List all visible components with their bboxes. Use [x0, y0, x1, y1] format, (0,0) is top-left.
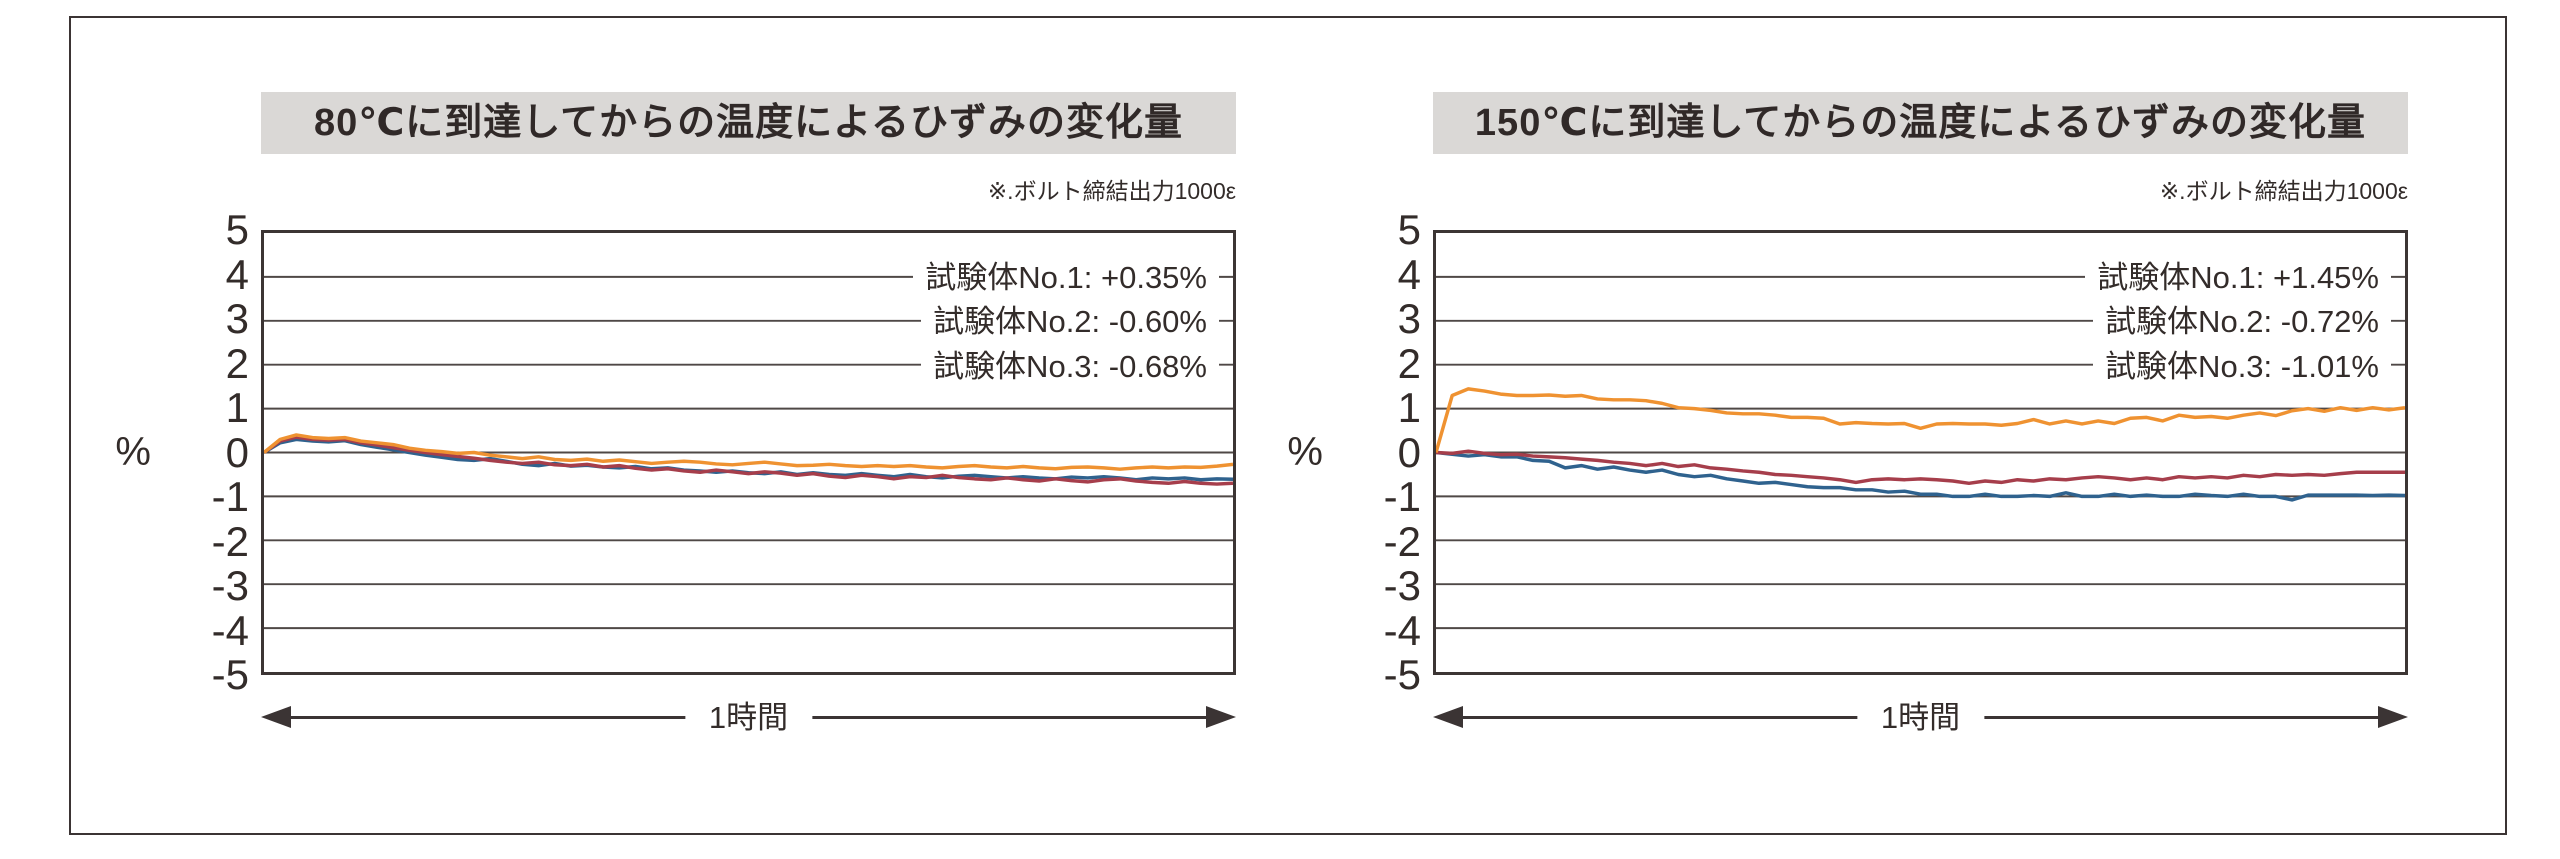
y-tick-label: 2 — [225, 339, 249, 387]
series-line — [264, 435, 1233, 486]
y-tick-label: -2 — [211, 517, 249, 565]
y-axis-unit-label: % — [115, 430, 151, 474]
y-tick-label: 5 — [225, 206, 249, 253]
y-tick-label: -5 — [211, 651, 249, 698]
series-line — [1436, 449, 2405, 486]
gridlines — [1436, 275, 2405, 630]
series-line — [1436, 387, 2405, 453]
y-tick-label: 3 — [225, 295, 249, 342]
chart-title: 150℃に到達してからの温度によるひずみの変化量 — [1433, 92, 2408, 154]
y-tick-label: 1 — [225, 384, 249, 431]
arrow-right-head-icon — [1206, 706, 1236, 728]
series-line — [264, 433, 1233, 471]
x-axis-duration-arrow: 1時間 — [261, 698, 1236, 738]
y-tick-label: 4 — [1397, 250, 1421, 298]
chart-note: ※.ボルト締結出力1000ε — [2159, 178, 2408, 204]
y-tick-label: 4 — [225, 250, 249, 298]
y-axis-tick-labels: 5 4 3 2 1 0 -1 -2 -3 -4 -5 — [129, 206, 249, 698]
y-tick-label: -2 — [1383, 517, 1421, 565]
x-axis-label: 1時間 — [1856, 698, 1985, 738]
y-tick-label: 2 — [1397, 339, 1421, 387]
y-tick-label: -3 — [211, 562, 249, 609]
chart-title: 80℃に到達してからの温度によるひずみの変化量 — [261, 92, 1236, 154]
y-axis-tick-labels: 5 4 3 2 1 0 -1 -2 -3 -4 -5 — [1301, 206, 1421, 698]
y-tick-label: -1 — [1383, 473, 1421, 520]
y-tick-label: -4 — [211, 606, 249, 654]
y-tick-label: -5 — [1383, 651, 1421, 698]
y-tick-label: 0 — [225, 428, 249, 476]
y-tick-label: 3 — [1397, 295, 1421, 342]
y-tick-label: -3 — [1383, 562, 1421, 609]
y-tick-label: -4 — [1383, 606, 1421, 654]
x-axis-duration-arrow: 1時間 — [1433, 698, 2408, 738]
arrow-left-head-icon — [1433, 706, 1463, 728]
arrow-right-head-icon — [2378, 706, 2408, 728]
plot-area: 試験体No.1: +0.35% 試験体No.2: -0.60% 試験体No.3: -… — [261, 230, 1236, 675]
y-tick-label: 5 — [1397, 206, 1421, 253]
x-axis-label: 1時間 — [684, 698, 813, 738]
chart-note: ※.ボルト締結出力1000ε — [987, 178, 1236, 204]
line-chart-svg — [1436, 275, 2405, 630]
arrow-left-head-icon — [261, 706, 291, 728]
y-tick-label: 1 — [1397, 384, 1421, 431]
plot-area: 試験体No.1: +1.45% 試験体No.2: -0.72% 試験体No.3: -… — [1433, 230, 2408, 675]
line-chart-svg — [264, 275, 1233, 630]
chart-150c: 150℃に到達してからの温度によるひずみの変化量 ※.ボルト締結出力1000ε … — [1287, 0, 2408, 859]
series-line — [1436, 450, 2405, 502]
chart-80c: 80℃に到達してからの温度によるひずみの変化量 ※.ボルト締結出力1000ε 5… — [115, 0, 1236, 859]
y-tick-label: -1 — [211, 473, 249, 520]
y-tick-label: 0 — [1397, 428, 1421, 476]
y-axis-unit-label: % — [1287, 430, 1323, 474]
